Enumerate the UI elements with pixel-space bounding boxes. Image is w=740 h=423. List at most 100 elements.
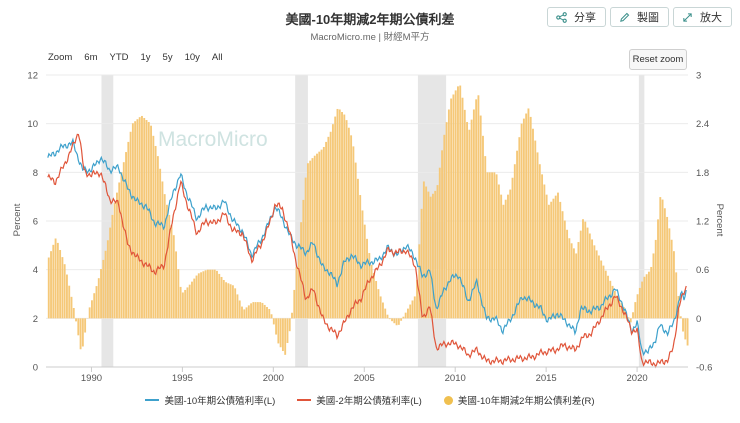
spread-bar (66, 274, 68, 319)
spread-bar (234, 288, 237, 319)
spread-bar (122, 162, 125, 319)
spread-bar (550, 201, 553, 319)
spread-bar (52, 244, 55, 319)
expand-icon (682, 12, 693, 23)
spread-bar (654, 239, 657, 319)
spread-bar (420, 208, 423, 319)
right-axis-tick-label: 0 (696, 314, 701, 325)
spread-bar (429, 196, 432, 319)
legend-ten-year[interactable]: 美國-10年期公債殖利率(L) (145, 393, 275, 407)
enlarge-label: 放大 (700, 12, 722, 24)
spread-bar (575, 253, 578, 319)
spread-bar (579, 230, 582, 319)
spread-bar (291, 312, 293, 319)
spread-bar (68, 285, 71, 319)
spread-bar (545, 194, 548, 319)
spread-bar (281, 318, 284, 352)
spread-bar (213, 269, 216, 319)
spread-bar (472, 109, 475, 319)
spread-bar (372, 272, 375, 319)
spread-bar (434, 190, 437, 319)
left-axis-ticks: 0 2 4 6 8 10 12 (27, 71, 38, 374)
spread-bar (63, 264, 66, 319)
spread-bar (561, 211, 564, 319)
zoom-6m-button[interactable]: 6m (84, 52, 98, 63)
zoom-all-button[interactable]: All (211, 52, 223, 63)
spread-bar (250, 303, 253, 319)
spread-bar (497, 184, 500, 319)
share-button[interactable]: 分享 (547, 7, 606, 27)
left-axis-tick-label: 6 (33, 217, 38, 228)
spread-bar (513, 164, 516, 319)
zoom-range-selector: Zoom 6m YTD 1y 5y 10y All (48, 52, 234, 63)
spread-bar (516, 150, 519, 319)
spread-bar (413, 296, 416, 319)
legend-two-year-swatch (297, 399, 312, 401)
x-axis-tick-label: 2015 (536, 373, 557, 384)
spread-bar (91, 300, 93, 319)
spread-bar (613, 290, 616, 319)
legend-spread[interactable]: 美國-10年期減2年期公債利差(R) (443, 393, 595, 407)
enlarge-button[interactable]: 放大 (673, 7, 732, 27)
spread-bar (375, 281, 378, 319)
spread-bar (634, 302, 637, 319)
spread-bar (568, 238, 571, 319)
spread-bar (293, 289, 296, 319)
spread-bar (136, 119, 139, 319)
spread-bar (134, 121, 137, 319)
spread-bar (650, 266, 653, 319)
spread-bar (361, 210, 364, 319)
spread-bar (500, 194, 503, 319)
spread-bar (511, 177, 514, 319)
spread-bar (602, 265, 605, 319)
spread-bar (256, 302, 259, 319)
spread-bar (150, 125, 152, 319)
spread-bar (647, 271, 650, 319)
spread-bar (163, 194, 166, 319)
spread-bar (61, 257, 64, 319)
zoom-5y-button[interactable]: 5y (162, 52, 173, 63)
spread-bar (277, 318, 280, 344)
spread-bar (272, 318, 275, 325)
spread-bar (609, 280, 612, 319)
spread-bar (177, 269, 180, 319)
spread-bar (152, 135, 155, 319)
chart-subtitle: MacroMicro.me | 財經M平方 (310, 32, 430, 43)
left-axis-tick-label: 0 (33, 363, 38, 374)
zoom-ytd-button[interactable]: YTD (109, 52, 129, 63)
spread-bar (595, 250, 598, 319)
spread-bar (670, 239, 673, 319)
spread-bar (457, 86, 459, 319)
spread-bar (668, 228, 671, 319)
spread-bar (638, 287, 641, 319)
spread-bar (195, 275, 198, 319)
spread-bar (554, 195, 557, 319)
spread-bar (395, 318, 398, 326)
spread-bar (543, 184, 546, 319)
spread-bar (347, 127, 350, 319)
zoom-1y-button[interactable]: 1y (140, 52, 151, 63)
spread-bar (384, 308, 387, 319)
spread-bar (181, 292, 184, 319)
spread-bar (477, 95, 480, 319)
right-axis-tick-label: -0.6 (696, 363, 712, 374)
draw-button[interactable]: 製圖 (610, 7, 669, 27)
right-axis-ticks: -0.6 0 0.6 1.2 1.8 2.4 3 (696, 71, 712, 374)
spread-bar (586, 227, 589, 319)
spread-bar (388, 318, 391, 320)
spread-bar (254, 302, 257, 319)
spread-bar (236, 294, 239, 319)
spread-bar (261, 302, 264, 319)
legend-two-year[interactable]: 美國-2年期公債殖利率(L) (297, 393, 422, 407)
x-axis-tick-label: 2005 (354, 373, 375, 384)
spread-bar (227, 283, 230, 319)
spread-bar (584, 221, 587, 319)
zoom-10y-button[interactable]: 10y (184, 52, 200, 63)
spread-bar (352, 146, 355, 319)
x-axis-tick-label: 2000 (263, 373, 284, 384)
share-label: 分享 (574, 12, 596, 24)
spread-bar (211, 269, 214, 319)
spread-bar (470, 119, 473, 319)
reset-zoom-button[interactable]: Reset zoom (629, 49, 687, 70)
spread-bar (77, 318, 80, 336)
